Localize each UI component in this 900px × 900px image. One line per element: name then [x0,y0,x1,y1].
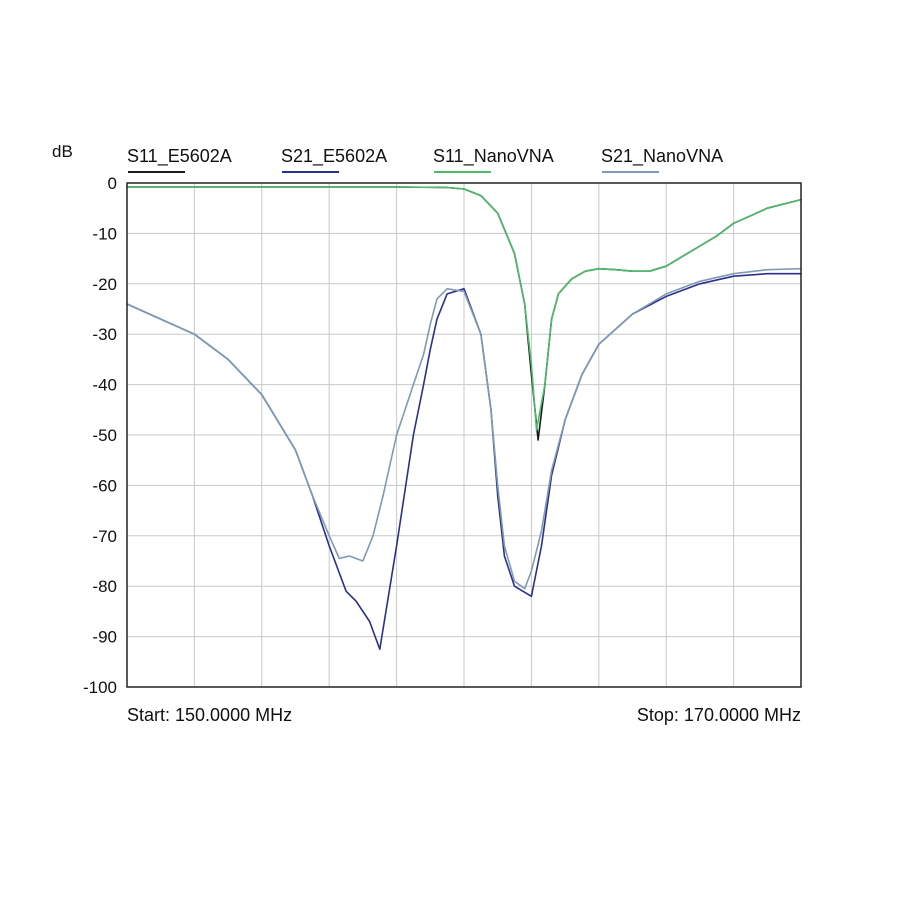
y-tick-labels: 0 -10 -20 -30 -40 -50 -60 -70 -80 -90 -100 [83,174,117,697]
legend-item: S21_NanoVNA [601,146,723,173]
y-tick-label: 0 [108,174,117,193]
y-tick-label: -90 [92,628,117,647]
y-tick-label: -100 [83,678,117,697]
y-tick-label: -40 [92,376,117,395]
legend: S11_E5602A S21_E5602A S11_NanoVNA S21_NanoV… [127,146,723,173]
legend-label: S21_E5602A [281,146,387,167]
legend-label: S11_NanoVNA [433,146,554,167]
series-line-s21-nanovna [126,267,802,590]
legend-item: S11_E5602A [127,146,232,173]
y-tick-label: -30 [92,325,117,344]
legend-item: S11_NanoVNA [433,146,554,173]
plot-frame [126,182,802,688]
y-tick-label: -60 [92,476,117,495]
legend-label: S11_E5602A [127,146,232,167]
y-tick-label: -80 [92,577,117,596]
legend-item: S21_E5602A [281,146,387,173]
y-tick-label: -20 [92,275,117,294]
y-axis-label: dB [52,142,73,161]
series-line-s11-nanovna [126,186,802,431]
start-frequency-label: Start: 150.0000 MHz [127,705,292,725]
y-tick-label: -50 [92,426,117,445]
grid [127,183,801,687]
stop-frequency-label: Stop: 170.0000 MHz [637,705,801,725]
y-tick-label: -70 [92,527,117,546]
y-tick-label: -10 [92,224,117,243]
series-layer [126,186,802,651]
legend-label: S21_NanoVNA [601,146,723,167]
